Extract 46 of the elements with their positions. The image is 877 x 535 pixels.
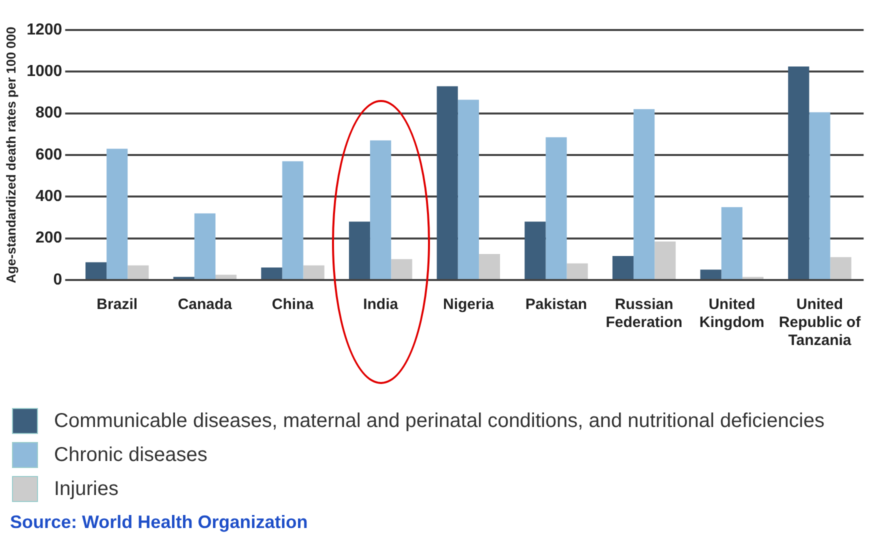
bar	[721, 207, 742, 279]
bar	[566, 263, 588, 279]
y-tick-label: 0	[53, 271, 62, 288]
bar	[700, 270, 722, 279]
bar	[215, 274, 237, 279]
bar	[261, 268, 282, 279]
x-tick-label: Canada	[178, 296, 233, 314]
bar	[524, 222, 546, 279]
bar	[436, 86, 458, 279]
bar	[654, 241, 676, 279]
y-axis-title: Age-standardized death rates per 100 000	[3, 26, 18, 284]
bar	[106, 148, 128, 279]
bar	[546, 137, 567, 279]
y-tick-label: 1200	[26, 21, 62, 38]
x-tick-label: United Republic of Tanzania	[778, 296, 862, 350]
bar	[634, 109, 655, 279]
x-tick-label: Nigeria	[442, 296, 494, 314]
x-tick-label: Pakistan	[525, 296, 588, 314]
y-tick-label: 200	[35, 230, 62, 247]
legend-label: Chronic diseases	[54, 444, 208, 466]
source-note: Source: World Health Organization	[10, 512, 308, 533]
y-tick-label: 1000	[26, 63, 62, 80]
bar	[128, 265, 149, 279]
x-tick-label: United Kingdom	[699, 296, 764, 332]
bar	[788, 66, 810, 279]
y-tick-label: 800	[35, 104, 62, 122]
bar	[85, 262, 107, 279]
bar	[194, 213, 216, 279]
bar	[282, 161, 304, 279]
x-tick-label: China	[272, 296, 314, 314]
y-tick-label: 600	[35, 146, 62, 164]
bar	[348, 222, 370, 279]
x-tick-label: Brazil	[96, 296, 138, 314]
bar	[830, 257, 852, 279]
x-tick-label: India	[363, 296, 399, 314]
bar	[612, 256, 634, 279]
bar	[370, 140, 392, 279]
y-tick-label: 400	[35, 188, 62, 206]
bar	[809, 112, 830, 279]
legend-label: Communicable diseases, maternal and perinatal conditions, and nutritional deficiencies	[54, 410, 824, 432]
bar	[458, 100, 479, 279]
legend-label: Injuries	[54, 478, 118, 500]
x-tick-label: Russian Federation	[606, 296, 682, 332]
bar	[303, 265, 324, 279]
bar	[391, 259, 412, 279]
bar	[478, 254, 500, 279]
